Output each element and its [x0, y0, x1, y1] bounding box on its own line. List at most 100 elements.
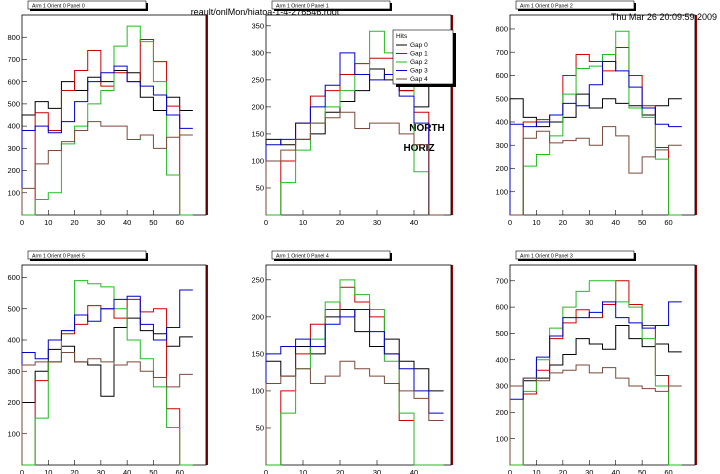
- series-gap-0: [21, 317, 193, 465]
- x-tick-label: 30: [585, 468, 593, 474]
- panel-title: Arm 1 Orient 0 Panel 3: [520, 253, 573, 259]
- frame-shadow: [695, 265, 697, 465]
- timestamp-label: Thu Mar 26 20:09:59 2009: [611, 12, 717, 22]
- y-tick-label: 300: [495, 382, 508, 391]
- series-gap-3: [21, 65, 193, 215]
- panel-title-box: [515, 250, 635, 260]
- x-tick-label: 50: [149, 468, 157, 474]
- y-tick-label: 50: [256, 424, 264, 433]
- panel-title: Arm 1 Orient 0 Panel 4: [276, 253, 329, 259]
- y-tick-label: 400: [7, 122, 20, 131]
- x-tick-label: 0: [20, 468, 24, 474]
- y-tick-label: 700: [7, 55, 20, 64]
- y-tick-label: 100: [495, 434, 508, 443]
- x-tick-label: 40: [123, 468, 131, 474]
- panel-title-box: [271, 250, 391, 260]
- x-tick-label: 40: [410, 218, 418, 227]
- panel-title: Arm 1 Orient 0 Panel 1: [276, 3, 329, 9]
- x-tick-label: 60: [176, 468, 184, 474]
- x-tick-label: 20: [336, 468, 344, 474]
- series-gap-0: [509, 93, 682, 215]
- orientation-label-north: NORTH: [409, 123, 445, 134]
- plot-frame: [509, 14, 696, 216]
- plot-frame: [265, 14, 452, 216]
- x-tick-label: 10: [44, 468, 52, 474]
- y-tick-label: 700: [495, 48, 508, 57]
- x-tick-label: 0: [508, 468, 512, 474]
- y-tick-label: 350: [251, 21, 264, 30]
- series-gap-0: [21, 70, 193, 215]
- panel-4: Arm 1 Orient 0 Panel 4 0 10 20 30 40 50 100 150 2…: [251, 250, 453, 474]
- y-tick-label: 300: [251, 48, 264, 57]
- plot-frame: [509, 264, 696, 466]
- file-name-label: reault/onlMon/hiatoa-1-4-276546.root: [191, 7, 340, 17]
- y-tick-label: 800: [7, 33, 20, 42]
- panel-0: Arm 1 Orient 0 Panel 0 0 10 20 30 40 50 60 100 20…: [7, 0, 208, 227]
- series-gap-1: [510, 47, 682, 216]
- y-tick-label: 600: [7, 273, 20, 282]
- x-tick-label: 50: [638, 468, 646, 474]
- panel-title: Arm 1 Orient 0 Panel 5: [32, 253, 85, 259]
- y-tick-label: 500: [495, 329, 508, 338]
- legend-entry: Gap 1: [410, 51, 428, 58]
- x-tick-label: 0: [264, 218, 268, 227]
- y-tick-label: 300: [7, 367, 20, 376]
- x-tick-label: 40: [410, 468, 418, 474]
- x-tick-label: 10: [44, 218, 52, 227]
- x-tick-label: 50: [638, 218, 646, 227]
- y-tick-label: 300: [7, 144, 20, 153]
- frame-shadow: [451, 15, 453, 215]
- series-gap-4: [509, 364, 682, 465]
- y-tick-label: 600: [495, 303, 508, 312]
- x-tick-label: 30: [97, 468, 105, 474]
- y-tick-label: 100: [251, 157, 264, 166]
- x-tick-label: 10: [532, 218, 540, 227]
- y-tick-label: 200: [7, 166, 20, 175]
- x-tick-label: 0: [20, 218, 24, 227]
- x-tick-label: 0: [508, 218, 512, 227]
- y-tick-label: 200: [495, 408, 508, 417]
- frame-shadow: [451, 265, 453, 465]
- panel-1: Arm 1 Orient 0 Panel 1 0 10 20 30 40 50 100 150 2…: [251, 0, 453, 227]
- y-tick-label: 150: [251, 130, 264, 139]
- legend-entry: Gap 4: [410, 76, 428, 83]
- x-tick-label: 10: [299, 218, 307, 227]
- y-tick-label: 250: [251, 75, 264, 84]
- y-tick-label: 250: [251, 275, 264, 284]
- y-tick-label: 600: [495, 71, 508, 80]
- panel-3: Arm 1 Orient 0 Panel 5 0 10 20 30 40 50 60 100 20…: [7, 250, 208, 474]
- legend-entry: Gap 2: [410, 59, 428, 66]
- x-tick-label: 30: [585, 218, 593, 227]
- series-gap-4: [265, 111, 444, 216]
- x-tick-label: 20: [559, 468, 567, 474]
- legend-title: Hits: [396, 33, 408, 40]
- y-tick-label: 100: [7, 188, 20, 197]
- x-tick-label: 10: [532, 468, 540, 474]
- panel-title-box: [271, 0, 391, 10]
- panel-title-box: [27, 0, 147, 10]
- panel-title-box: [27, 250, 147, 260]
- panel-2: Arm 1 Orient 0 Panel 2 0 10 20 30 40 50 60 100 20…: [495, 0, 697, 227]
- series-gap-4: [265, 360, 444, 465]
- panel-title: Arm 1 Orient 0 Panel 0: [32, 3, 85, 9]
- series-gap-3: [21, 289, 193, 465]
- frame-shadow: [695, 15, 697, 215]
- frame-shadow: [206, 15, 208, 215]
- x-tick-label: 20: [70, 468, 78, 474]
- x-tick-label: 60: [176, 218, 184, 227]
- x-tick-label: 40: [612, 468, 620, 474]
- series-gap-3: [509, 61, 682, 215]
- y-tick-label: 100: [7, 429, 20, 438]
- y-tick-label: 200: [7, 398, 20, 407]
- y-tick-label: 600: [7, 77, 20, 86]
- x-tick-label: 60: [664, 468, 672, 474]
- x-tick-label: 50: [149, 218, 157, 227]
- x-tick-label: 0: [264, 468, 268, 474]
- y-tick-label: 300: [495, 141, 508, 150]
- series-gap-1: [22, 298, 193, 466]
- y-tick-label: 500: [495, 94, 508, 103]
- series-gap-0: [265, 308, 444, 465]
